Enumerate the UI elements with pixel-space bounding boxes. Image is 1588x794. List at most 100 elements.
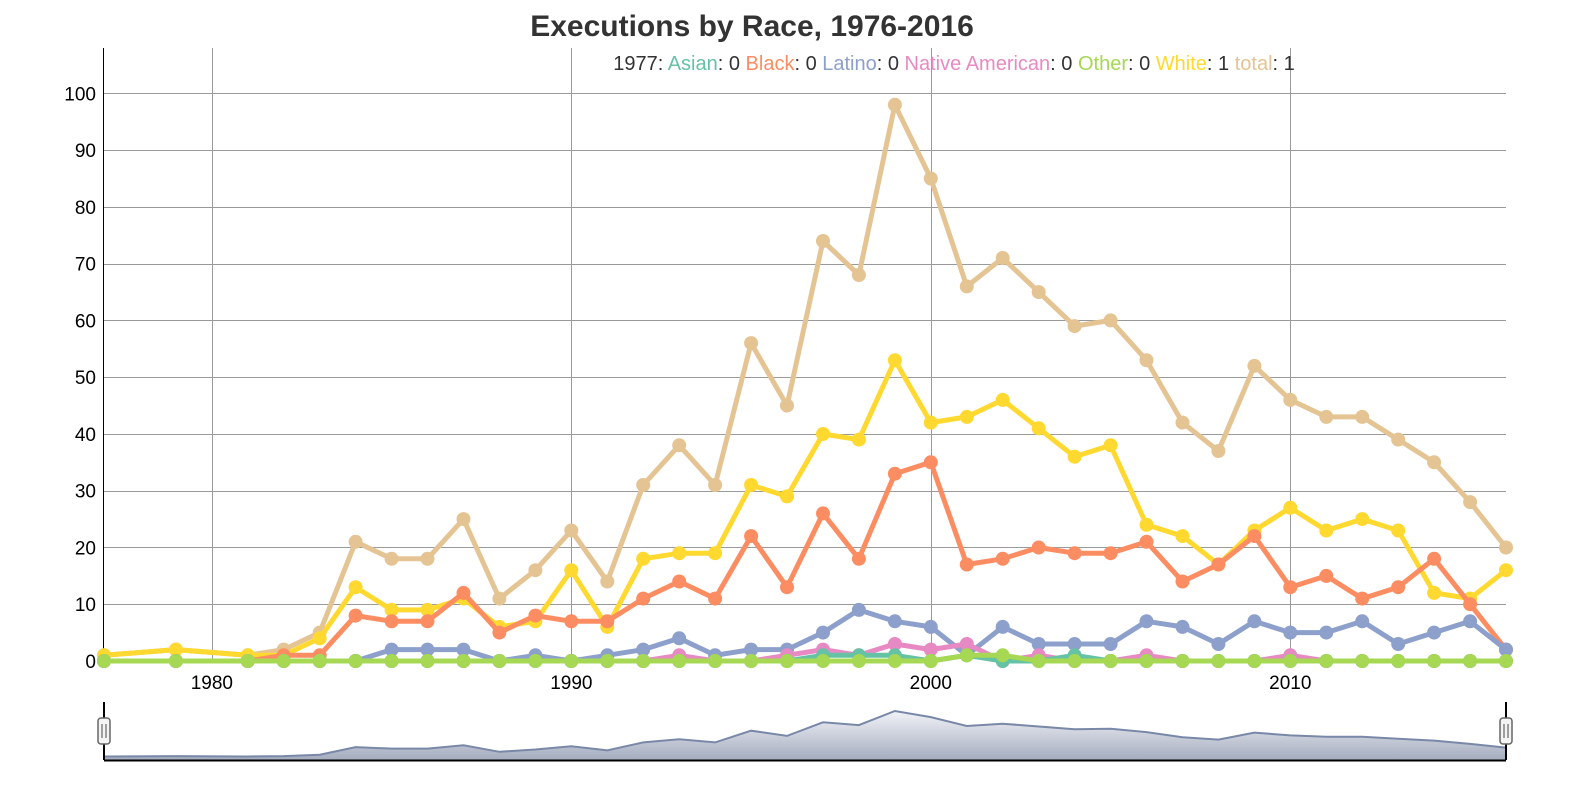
point-total-1994[interactable] [708,478,723,492]
point-other-2010[interactable] [1283,654,1298,668]
point-latino-2002[interactable] [995,619,1010,634]
point-other-1998[interactable] [851,654,866,668]
point-latino-2016[interactable] [1499,642,1513,657]
point-other-1985[interactable] [384,654,399,668]
point-black-1998[interactable] [851,551,866,566]
point-other-1995[interactable] [744,654,759,668]
point-total-2011[interactable] [1319,409,1334,424]
point-total-1993[interactable] [672,438,687,453]
point-total-2013[interactable] [1391,432,1406,447]
point-black-1987[interactable] [456,585,471,600]
point-total-2000[interactable] [923,171,938,186]
point-total-1988[interactable] [492,591,507,606]
point-other-1979[interactable] [168,654,183,668]
point-white-1985[interactable] [384,602,399,617]
series-white[interactable] [97,353,1513,663]
point-white-1993[interactable] [672,546,687,561]
point-other-1990[interactable] [564,654,579,668]
point-black-1995[interactable] [744,529,759,544]
point-other-2013[interactable] [1391,654,1406,668]
point-total-2010[interactable] [1283,392,1298,407]
point-white-1992[interactable] [636,551,651,566]
point-total-2014[interactable] [1427,455,1442,470]
point-black-1992[interactable] [636,591,651,606]
point-white-1984[interactable] [348,580,363,595]
point-other-1999[interactable] [887,654,902,668]
point-latino-1999[interactable] [887,614,902,629]
point-black-1996[interactable] [780,580,794,595]
range-handle-left-body[interactable] [97,717,111,745]
point-latino-2009[interactable] [1247,614,1262,629]
point-latino-1998[interactable] [851,602,866,617]
point-black-2010[interactable] [1283,580,1298,595]
point-white-2016[interactable] [1499,563,1513,578]
point-black-1989[interactable] [528,608,543,623]
point-latino-2006[interactable] [1139,614,1154,629]
point-other-1984[interactable] [348,654,363,668]
point-black-1985[interactable] [384,614,399,629]
point-native-american-1999[interactable] [887,637,902,651]
point-white-2012[interactable] [1355,512,1370,527]
point-other-1987[interactable] [456,654,471,668]
point-white-2000[interactable] [923,415,938,430]
point-latino-2012[interactable] [1355,614,1370,629]
point-other-1988[interactable] [492,654,507,668]
point-white-1979[interactable] [168,642,183,657]
point-white-1983[interactable] [312,631,327,646]
point-total-2016[interactable] [1499,540,1513,555]
point-total-1992[interactable] [636,478,651,492]
point-white-2005[interactable] [1103,438,1118,453]
point-white-2011[interactable] [1319,523,1334,538]
point-black-2014[interactable] [1427,551,1442,566]
point-other-2005[interactable] [1103,654,1118,668]
point-white-2014[interactable] [1427,585,1442,600]
point-other-2007[interactable] [1175,654,1190,668]
point-other-2014[interactable] [1427,654,1442,668]
point-latino-1993[interactable] [672,631,687,646]
plot-area[interactable] [97,97,1513,668]
point-other-2008[interactable] [1211,654,1226,668]
point-total-1998[interactable] [851,268,866,282]
point-black-1993[interactable] [672,574,687,589]
point-white-2003[interactable] [1031,421,1046,436]
point-latino-2007[interactable] [1175,619,1190,634]
point-black-2005[interactable] [1103,546,1118,561]
point-white-1986[interactable] [420,602,435,617]
point-total-2001[interactable] [959,279,974,294]
point-other-2015[interactable] [1463,654,1478,668]
point-black-2006[interactable] [1139,534,1154,549]
point-total-1985[interactable] [384,551,399,566]
range-selector[interactable] [97,702,1513,762]
point-black-2004[interactable] [1067,546,1082,561]
point-white-1997[interactable] [816,427,830,441]
point-white-2013[interactable] [1391,523,1406,538]
point-other-1983[interactable] [312,654,327,668]
point-white-2001[interactable] [959,409,974,424]
point-other-1991[interactable] [600,654,615,668]
point-other-2009[interactable] [1247,654,1262,668]
point-black-1994[interactable] [708,591,723,606]
point-black-2000[interactable] [923,455,938,470]
point-other-1986[interactable] [420,654,435,668]
point-white-1990[interactable] [564,563,579,578]
point-black-2011[interactable] [1319,568,1334,583]
point-total-2012[interactable] [1355,409,1370,424]
point-latino-2015[interactable] [1463,614,1478,629]
point-black-2008[interactable] [1211,557,1226,572]
point-total-1987[interactable] [456,512,471,527]
point-latino-2011[interactable] [1319,625,1334,640]
point-total-2003[interactable] [1031,285,1046,300]
point-total-2007[interactable] [1175,415,1190,430]
point-other-2004[interactable] [1067,654,1082,668]
point-other-1992[interactable] [636,654,651,668]
point-black-1999[interactable] [887,466,902,481]
point-other-1994[interactable] [708,654,723,668]
point-total-2005[interactable] [1103,313,1118,328]
point-total-1997[interactable] [816,234,830,248]
point-latino-1985[interactable] [384,642,399,657]
point-black-2009[interactable] [1247,529,1262,544]
point-other-2000[interactable] [923,654,938,668]
point-white-1994[interactable] [708,546,723,561]
point-other-2002[interactable] [995,648,1010,663]
point-total-1999[interactable] [887,97,902,112]
